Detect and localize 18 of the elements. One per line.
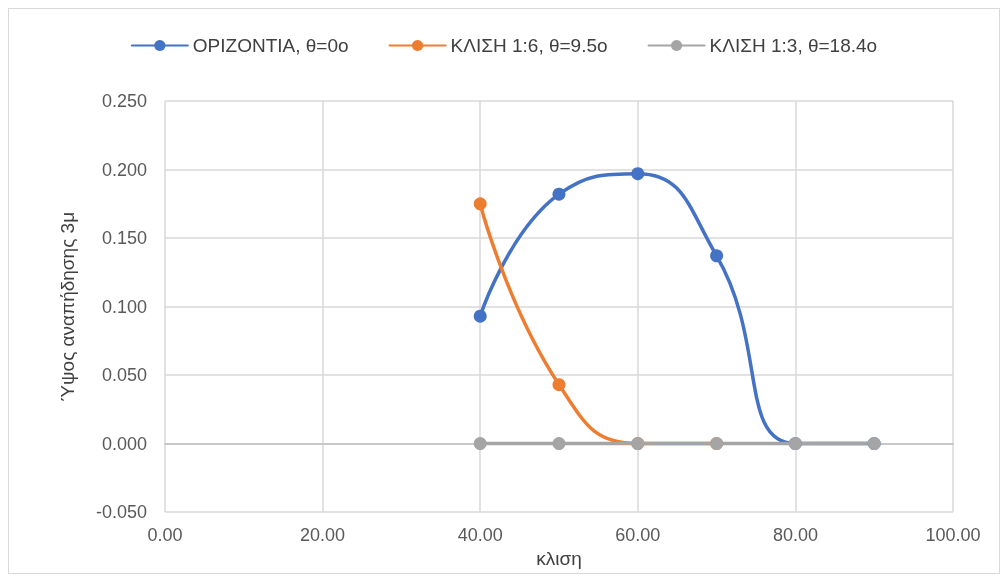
y-axis-title: Ύψος αναπήδησης 3μ	[57, 211, 78, 402]
x-tick-label: 40.00	[457, 525, 503, 546]
y-tick-label: -0.050	[95, 502, 147, 523]
legend-label: ΟΡΙΖΟΝΤΙΑ, θ=0o	[192, 35, 349, 56]
y-tick-label: 0.050	[101, 365, 147, 386]
y-tick-label: 0.150	[101, 228, 147, 249]
legend-label: ΚΛΙΣΗ 1:3, θ=18.4o	[709, 35, 878, 56]
x-tick-label: 20.00	[300, 525, 346, 546]
y-tick-label: 0.000	[101, 433, 147, 454]
legend-label: ΚΛΙΣΗ 1:6, θ=9.5o	[450, 35, 608, 56]
x-tick-label: 0.00	[147, 525, 183, 546]
y-tick-label: 0.250	[101, 91, 147, 111]
y-tick-label: 0.100	[101, 296, 147, 317]
x-tick-label: 60.00	[615, 525, 661, 546]
x-tick-label: 80.00	[772, 525, 818, 546]
x-tick-label: 100.00	[925, 525, 981, 546]
x-axis-title: κλιση	[536, 548, 582, 569]
y-tick-label: 0.200	[101, 159, 147, 180]
